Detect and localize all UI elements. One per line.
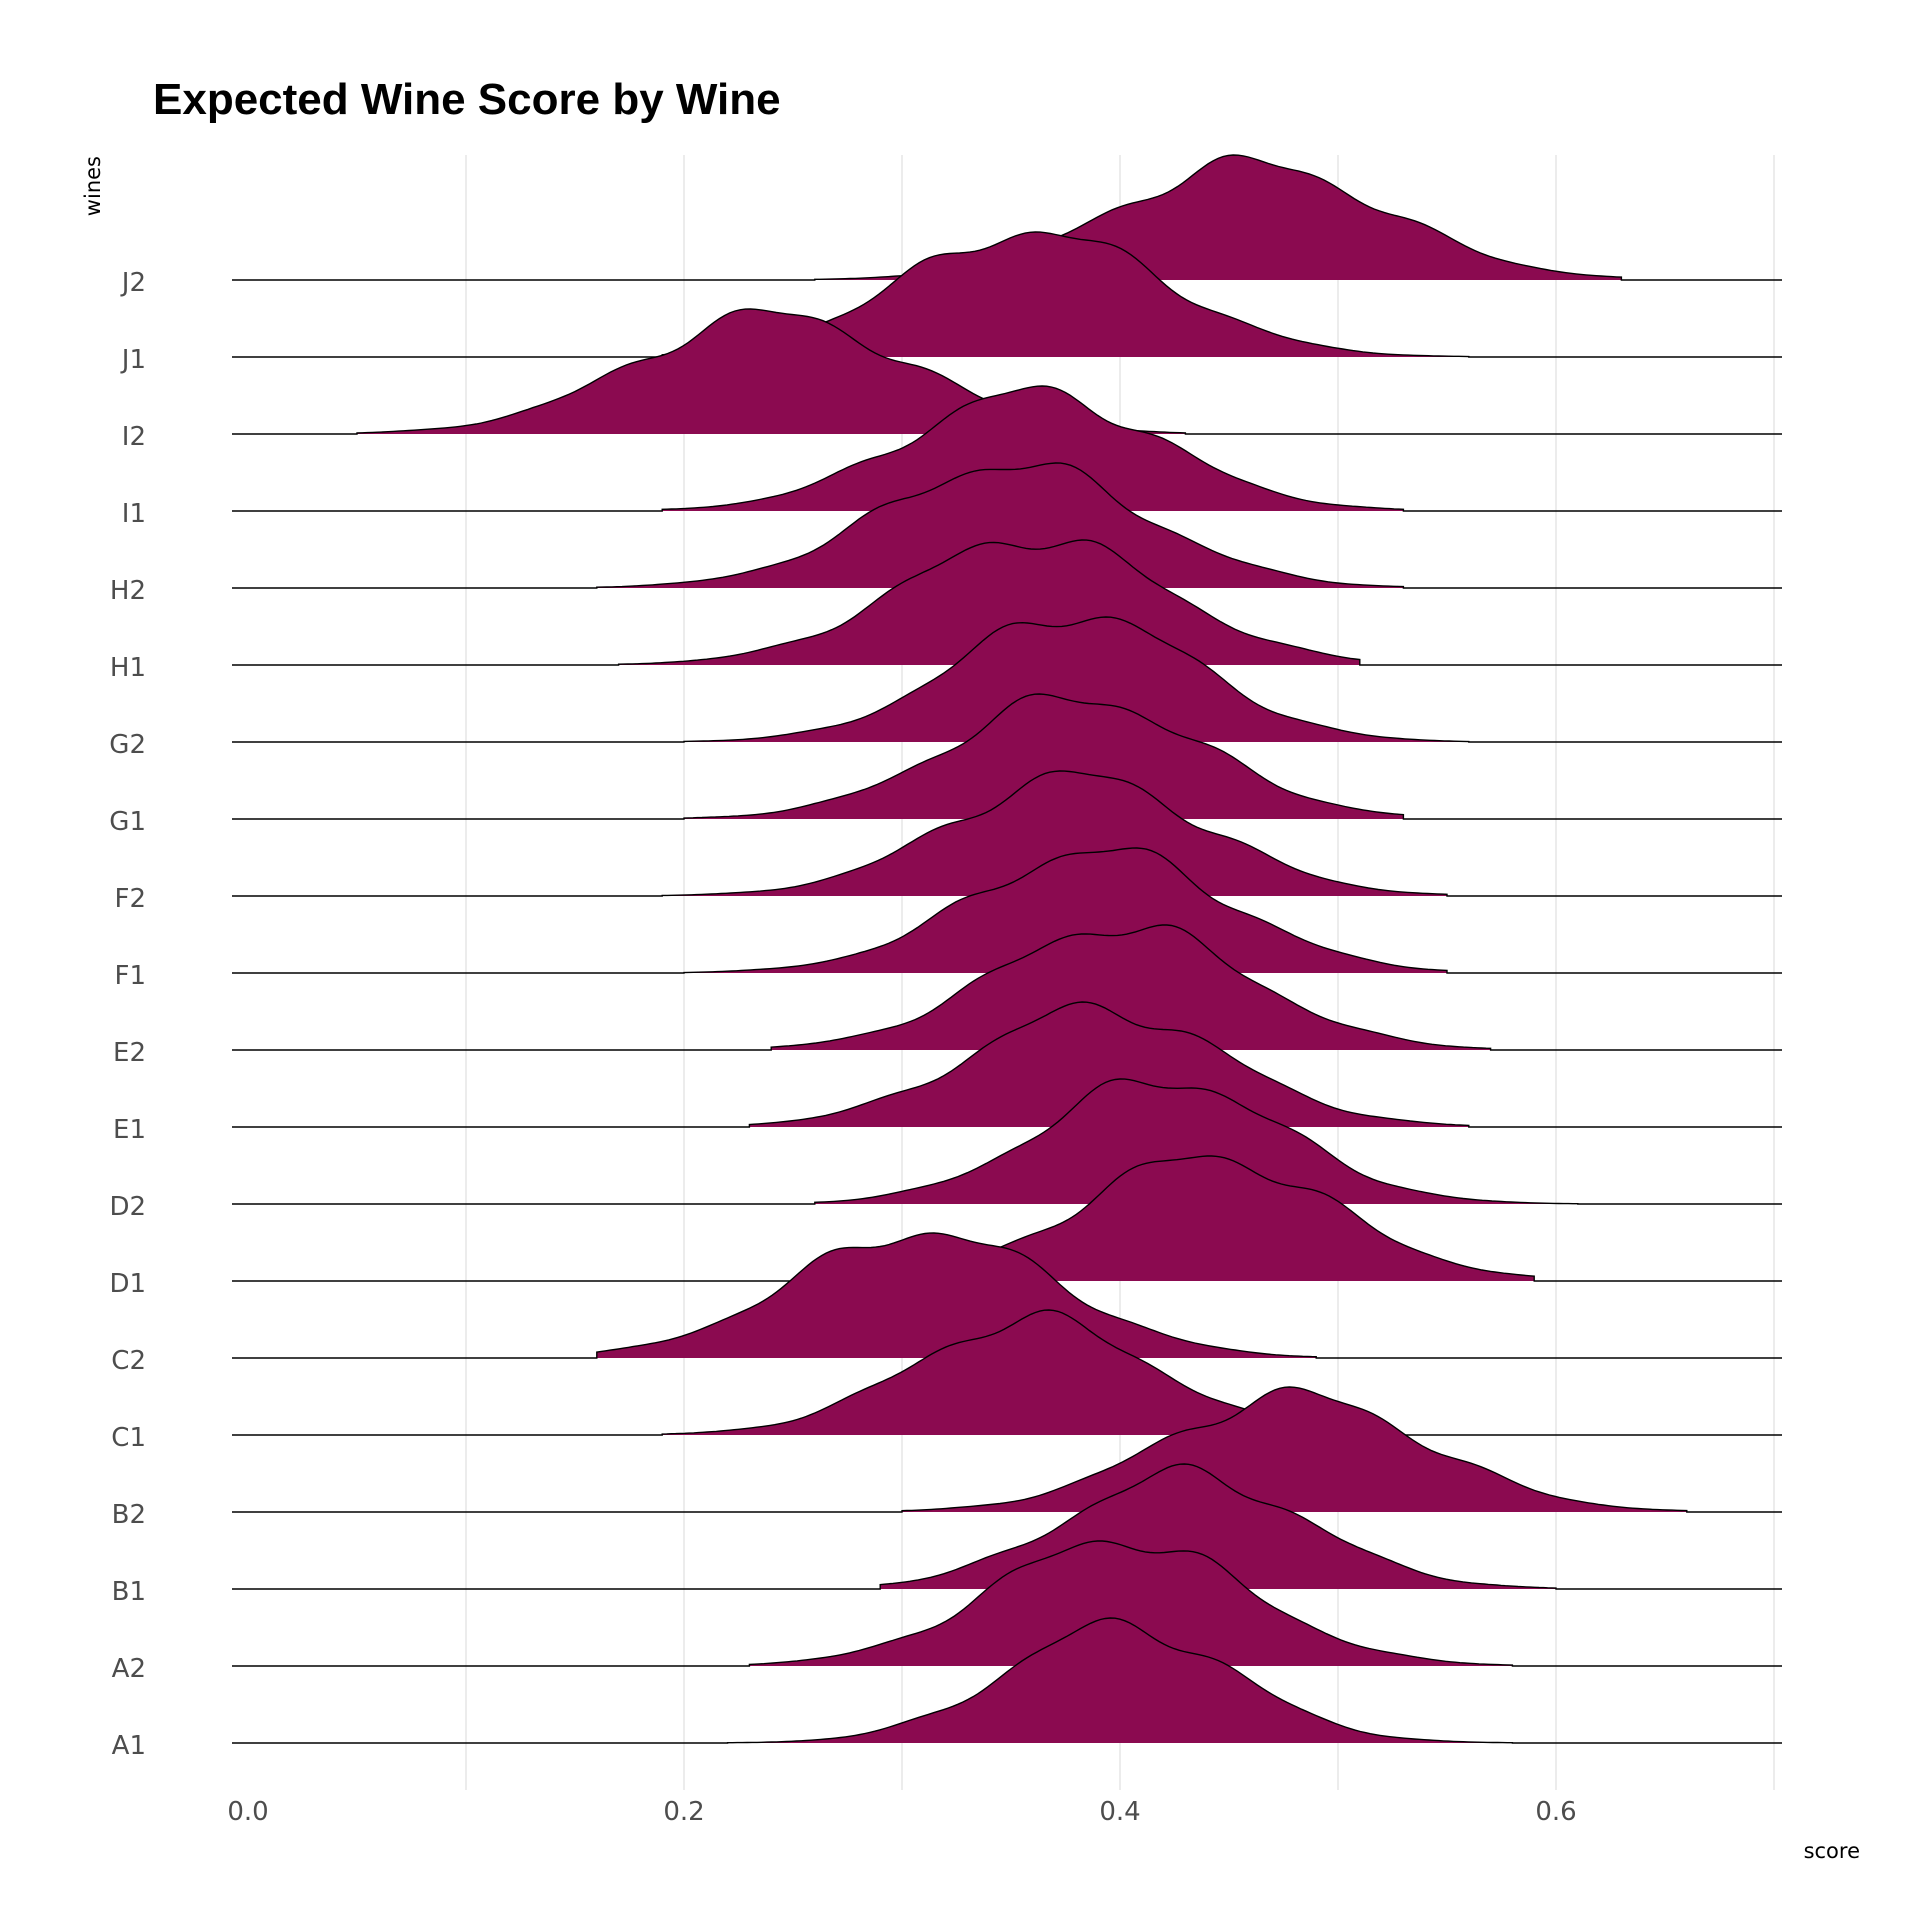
x-tick-0-0: 0.0 bbox=[227, 1797, 268, 1827]
ridge-fill-I1 bbox=[662, 386, 1404, 511]
ridge-fill-B2 bbox=[902, 1387, 1687, 1512]
ridge-A1 bbox=[232, 1617, 1782, 1744]
y-tick-H1: H1 bbox=[110, 653, 146, 683]
ridge-I1 bbox=[232, 385, 1782, 512]
x-tick-labels: 0.0 0.2 0.4 0.6 bbox=[227, 1797, 1576, 1827]
ridge-D2 bbox=[232, 1078, 1782, 1205]
x-tick-0-4: 0.4 bbox=[1099, 1797, 1140, 1827]
ridge-outline-G2 bbox=[232, 616, 1782, 743]
y-tick-F2: F2 bbox=[115, 884, 147, 914]
ridge-fill-F1 bbox=[684, 848, 1447, 973]
x-tick-0-2: 0.2 bbox=[663, 1797, 704, 1827]
ridge-fill-A2 bbox=[749, 1541, 1513, 1666]
ridge-B1 bbox=[232, 1463, 1782, 1590]
ridge-C2 bbox=[232, 1232, 1782, 1359]
ridge-fill-E2 bbox=[771, 925, 1491, 1050]
ridge-fill-H2 bbox=[596, 463, 1404, 588]
ridge-H2 bbox=[232, 462, 1782, 589]
ridge-F1 bbox=[232, 847, 1782, 974]
ridge-outline-A1 bbox=[232, 1617, 1782, 1744]
y-tick-D2: D2 bbox=[109, 1192, 146, 1222]
y-tick-labels: J2 J1 I2 I1 H2 H1 G2 G1 F2 F1 E2 E1 D2 D1 C2 C1 B2 B1 A2 A1 bbox=[109, 268, 146, 1761]
ridge-outline-A2 bbox=[232, 1540, 1782, 1667]
y-tick-E1: E1 bbox=[113, 1115, 146, 1145]
ridge-fill-F2 bbox=[662, 771, 1447, 896]
ridge-outline-D2 bbox=[232, 1078, 1782, 1205]
y-tick-C2: C2 bbox=[111, 1346, 146, 1376]
y-tick-D1: D1 bbox=[109, 1269, 146, 1299]
ridge-fill-J2 bbox=[814, 155, 1622, 280]
ridge-H1 bbox=[232, 539, 1782, 666]
y-tick-B1: B1 bbox=[112, 1577, 146, 1607]
ridge-J1 bbox=[232, 231, 1782, 358]
ridge-B2 bbox=[232, 1386, 1782, 1513]
y-tick-J1: J1 bbox=[120, 345, 146, 375]
ridge-outline-H2 bbox=[232, 462, 1782, 589]
ridge-fill-C2 bbox=[596, 1233, 1317, 1358]
ridge-G2 bbox=[232, 616, 1782, 743]
ridge-outline-B1 bbox=[232, 1463, 1782, 1590]
y-tick-J2: J2 bbox=[120, 268, 146, 298]
ridge-fill-A1 bbox=[727, 1618, 1513, 1743]
ridge-E1 bbox=[232, 1001, 1782, 1128]
ridge-fill-D2 bbox=[814, 1079, 1578, 1204]
x-axis-title: score bbox=[1804, 1839, 1860, 1863]
ridge-outline-C2 bbox=[232, 1232, 1782, 1359]
ridge-outline-I1 bbox=[232, 385, 1782, 512]
x-tick-0-6: 0.6 bbox=[1535, 1797, 1576, 1827]
y-tick-G1: G1 bbox=[109, 807, 146, 837]
ridge-fill-E1 bbox=[749, 1002, 1469, 1127]
y-tick-G2: G2 bbox=[109, 730, 146, 760]
y-tick-A2: A2 bbox=[112, 1654, 146, 1684]
ridge-outline-F2 bbox=[232, 770, 1782, 897]
ridge-A2 bbox=[232, 1540, 1782, 1667]
y-tick-B2: B2 bbox=[112, 1500, 146, 1530]
y-tick-H2: H2 bbox=[110, 576, 146, 606]
ridges bbox=[232, 154, 1782, 1744]
ridge-outline-B2 bbox=[232, 1386, 1782, 1513]
ridge-G1 bbox=[232, 693, 1782, 820]
chart-title: Expected Wine Score by Wine bbox=[153, 75, 781, 124]
ridge-fill-C1 bbox=[662, 1310, 1382, 1435]
ridge-E2 bbox=[232, 924, 1782, 1051]
ridge-outline-E2 bbox=[232, 924, 1782, 1051]
y-axis-title: wines bbox=[81, 156, 105, 216]
y-tick-I1: I1 bbox=[122, 499, 146, 529]
y-tick-A1: A1 bbox=[112, 1731, 146, 1761]
ridge-fill-H1 bbox=[618, 540, 1360, 665]
ridge-outline-F1 bbox=[232, 847, 1782, 974]
ridge-fill-J1 bbox=[662, 232, 1469, 357]
y-tick-C1: C1 bbox=[111, 1423, 146, 1453]
ridge-outline-E1 bbox=[232, 1001, 1782, 1128]
ridge-fill-G1 bbox=[684, 694, 1404, 819]
ridge-outline-H1 bbox=[232, 539, 1782, 666]
ridge-C1 bbox=[232, 1309, 1782, 1436]
ridge-fill-G2 bbox=[684, 617, 1469, 742]
y-tick-F1: F1 bbox=[115, 961, 147, 991]
ridge-F2 bbox=[232, 770, 1782, 897]
y-tick-I2: I2 bbox=[122, 422, 146, 452]
y-tick-E2: E2 bbox=[113, 1038, 146, 1068]
ridge-outline-G1 bbox=[232, 693, 1782, 820]
